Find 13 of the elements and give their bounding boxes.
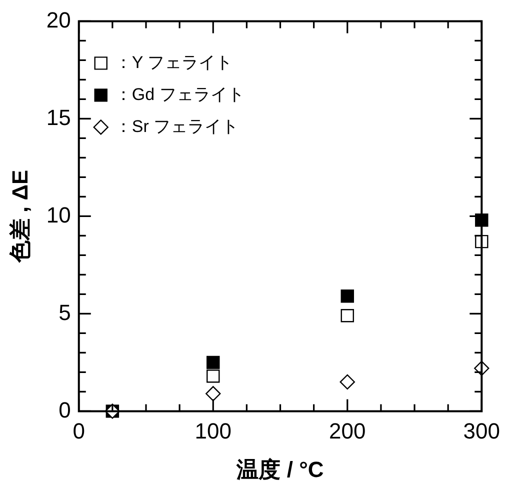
legend-label: ：Sr フェライト xyxy=(114,116,239,136)
legend-label: ：Gd フェライト xyxy=(114,84,244,104)
x-tick-label: 100 xyxy=(194,418,232,444)
legend-label: ：Y フェライト xyxy=(114,52,233,72)
y-tick-label: 5 xyxy=(58,300,71,325)
x-tick-label: 200 xyxy=(329,418,366,444)
y-tick-label: 0 xyxy=(58,397,71,422)
y-tick-label: 15 xyxy=(46,104,71,130)
y-axis-title: 色差 , ΔE xyxy=(7,170,32,264)
y-tick-label: 10 xyxy=(46,202,71,228)
y-tick-label: 20 xyxy=(46,7,71,32)
x-tick-label: 300 xyxy=(463,418,500,444)
x-axis-title: 温度 / °C xyxy=(236,456,324,482)
